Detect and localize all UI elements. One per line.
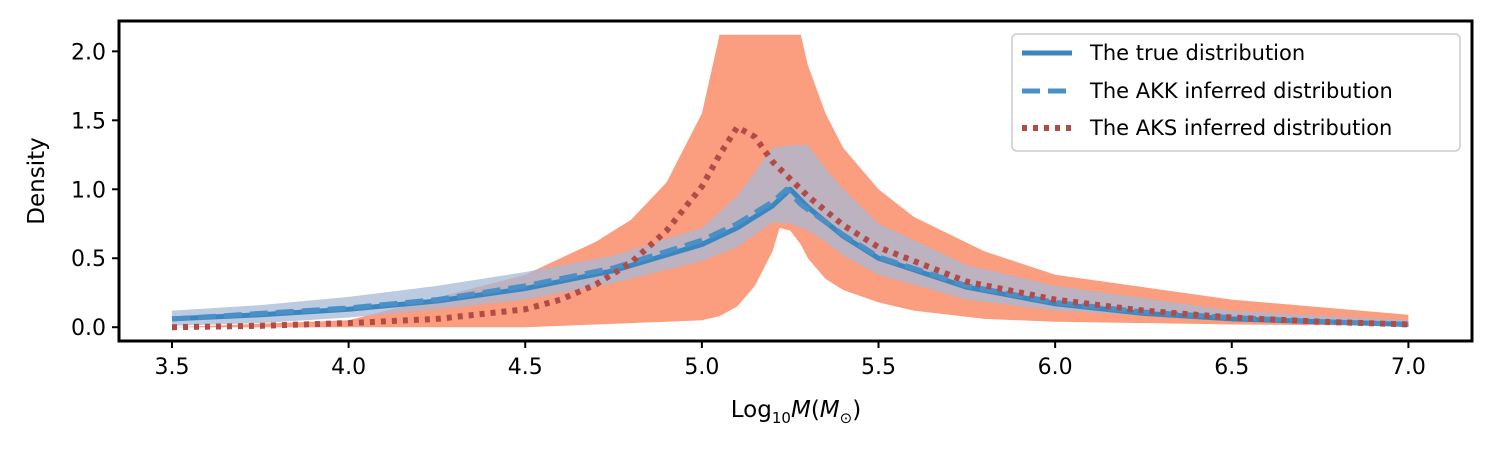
x-tick-label: 4.0 xyxy=(331,355,366,380)
plot-frame xyxy=(117,19,1474,343)
distribution-lines xyxy=(171,124,1409,331)
x-tick-label: 5.5 xyxy=(861,355,896,380)
x-tick-label: 7.0 xyxy=(1391,355,1426,380)
x-tick-label: 5.0 xyxy=(684,355,719,380)
series-line-1 xyxy=(171,186,1409,327)
band-1 xyxy=(171,145,1409,326)
y-axis-ticks: 0.0 0.5 1.0 1.5 2.0 xyxy=(71,40,119,341)
legend: The true distribution The AKK inferred d… xyxy=(1011,33,1461,152)
y-tick-label: 0.0 xyxy=(71,316,106,341)
x-tick-label: 4.5 xyxy=(508,355,543,380)
x-axis-label: Log10M(M⊙) xyxy=(731,397,861,427)
uncertainty-bands xyxy=(171,34,1409,328)
x-tick-label: 3.5 xyxy=(154,355,189,380)
legend-label-aks: The AKS inferred distribution xyxy=(1089,116,1392,140)
series-line-2 xyxy=(171,124,1409,331)
x-axis-ticks: 3.5 4.0 4.5 5.0 5.5 6.0 6.5 7.0 xyxy=(154,341,1426,380)
legend-label-akk: The AKK inferred distribution xyxy=(1089,79,1393,103)
y-tick-label: 0.5 xyxy=(71,247,106,272)
legend-label-true: The true distribution xyxy=(1089,41,1305,65)
y-tick-label: 1.5 xyxy=(71,109,106,134)
y-tick-label: 2.0 xyxy=(71,40,106,65)
legend-box xyxy=(1011,33,1461,152)
y-axis-label: Density xyxy=(24,137,50,224)
x-tick-label: 6.0 xyxy=(1038,355,1073,380)
y-tick-label: 1.0 xyxy=(71,178,106,203)
x-tick-label: 6.5 xyxy=(1214,355,1249,380)
